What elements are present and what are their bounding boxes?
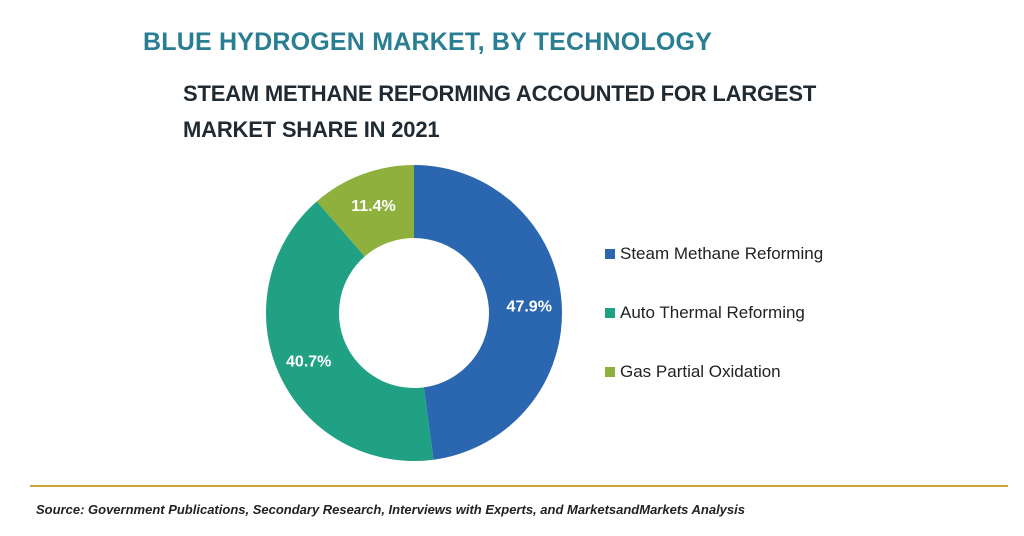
chart-subtitle: STEAM METHANE REFORMING ACCOUNTED FOR LA… <box>183 81 817 142</box>
legend-item-gas-partial-oxidation: Gas Partial Oxidation <box>605 360 823 384</box>
chart-title: BLUE HYDROGEN MARKET, BY TECHNOLOGY <box>143 28 713 56</box>
legend-swatch <box>605 308 615 318</box>
data-label: 40.7% <box>286 354 331 371</box>
legend-item-steam-methane-reforming: Steam Methane Reforming <box>605 242 823 266</box>
data-label: 11.4% <box>351 198 395 215</box>
donut-slice-auto-thermal-reforming <box>265 201 434 462</box>
legend-swatch <box>605 249 615 259</box>
source-note: Source: Government Publications, Seconda… <box>36 502 745 517</box>
donut-slice-steam-methane-reforming <box>414 165 562 460</box>
legend: Steam Methane Reforming Auto Thermal Ref… <box>605 242 823 419</box>
legend-label: Auto Thermal Reforming <box>620 303 805 322</box>
footer-divider <box>30 485 1008 487</box>
donut-slice-gas-partial-oxidation <box>316 165 414 257</box>
data-label: 47.9% <box>507 298 552 315</box>
legend-label: Steam Methane Reforming <box>620 244 824 263</box>
legend-item-auto-thermal-reforming: Auto Thermal Reforming <box>605 301 823 325</box>
legend-label: Gas Partial Oxidation <box>620 362 781 381</box>
legend-swatch <box>605 367 615 377</box>
